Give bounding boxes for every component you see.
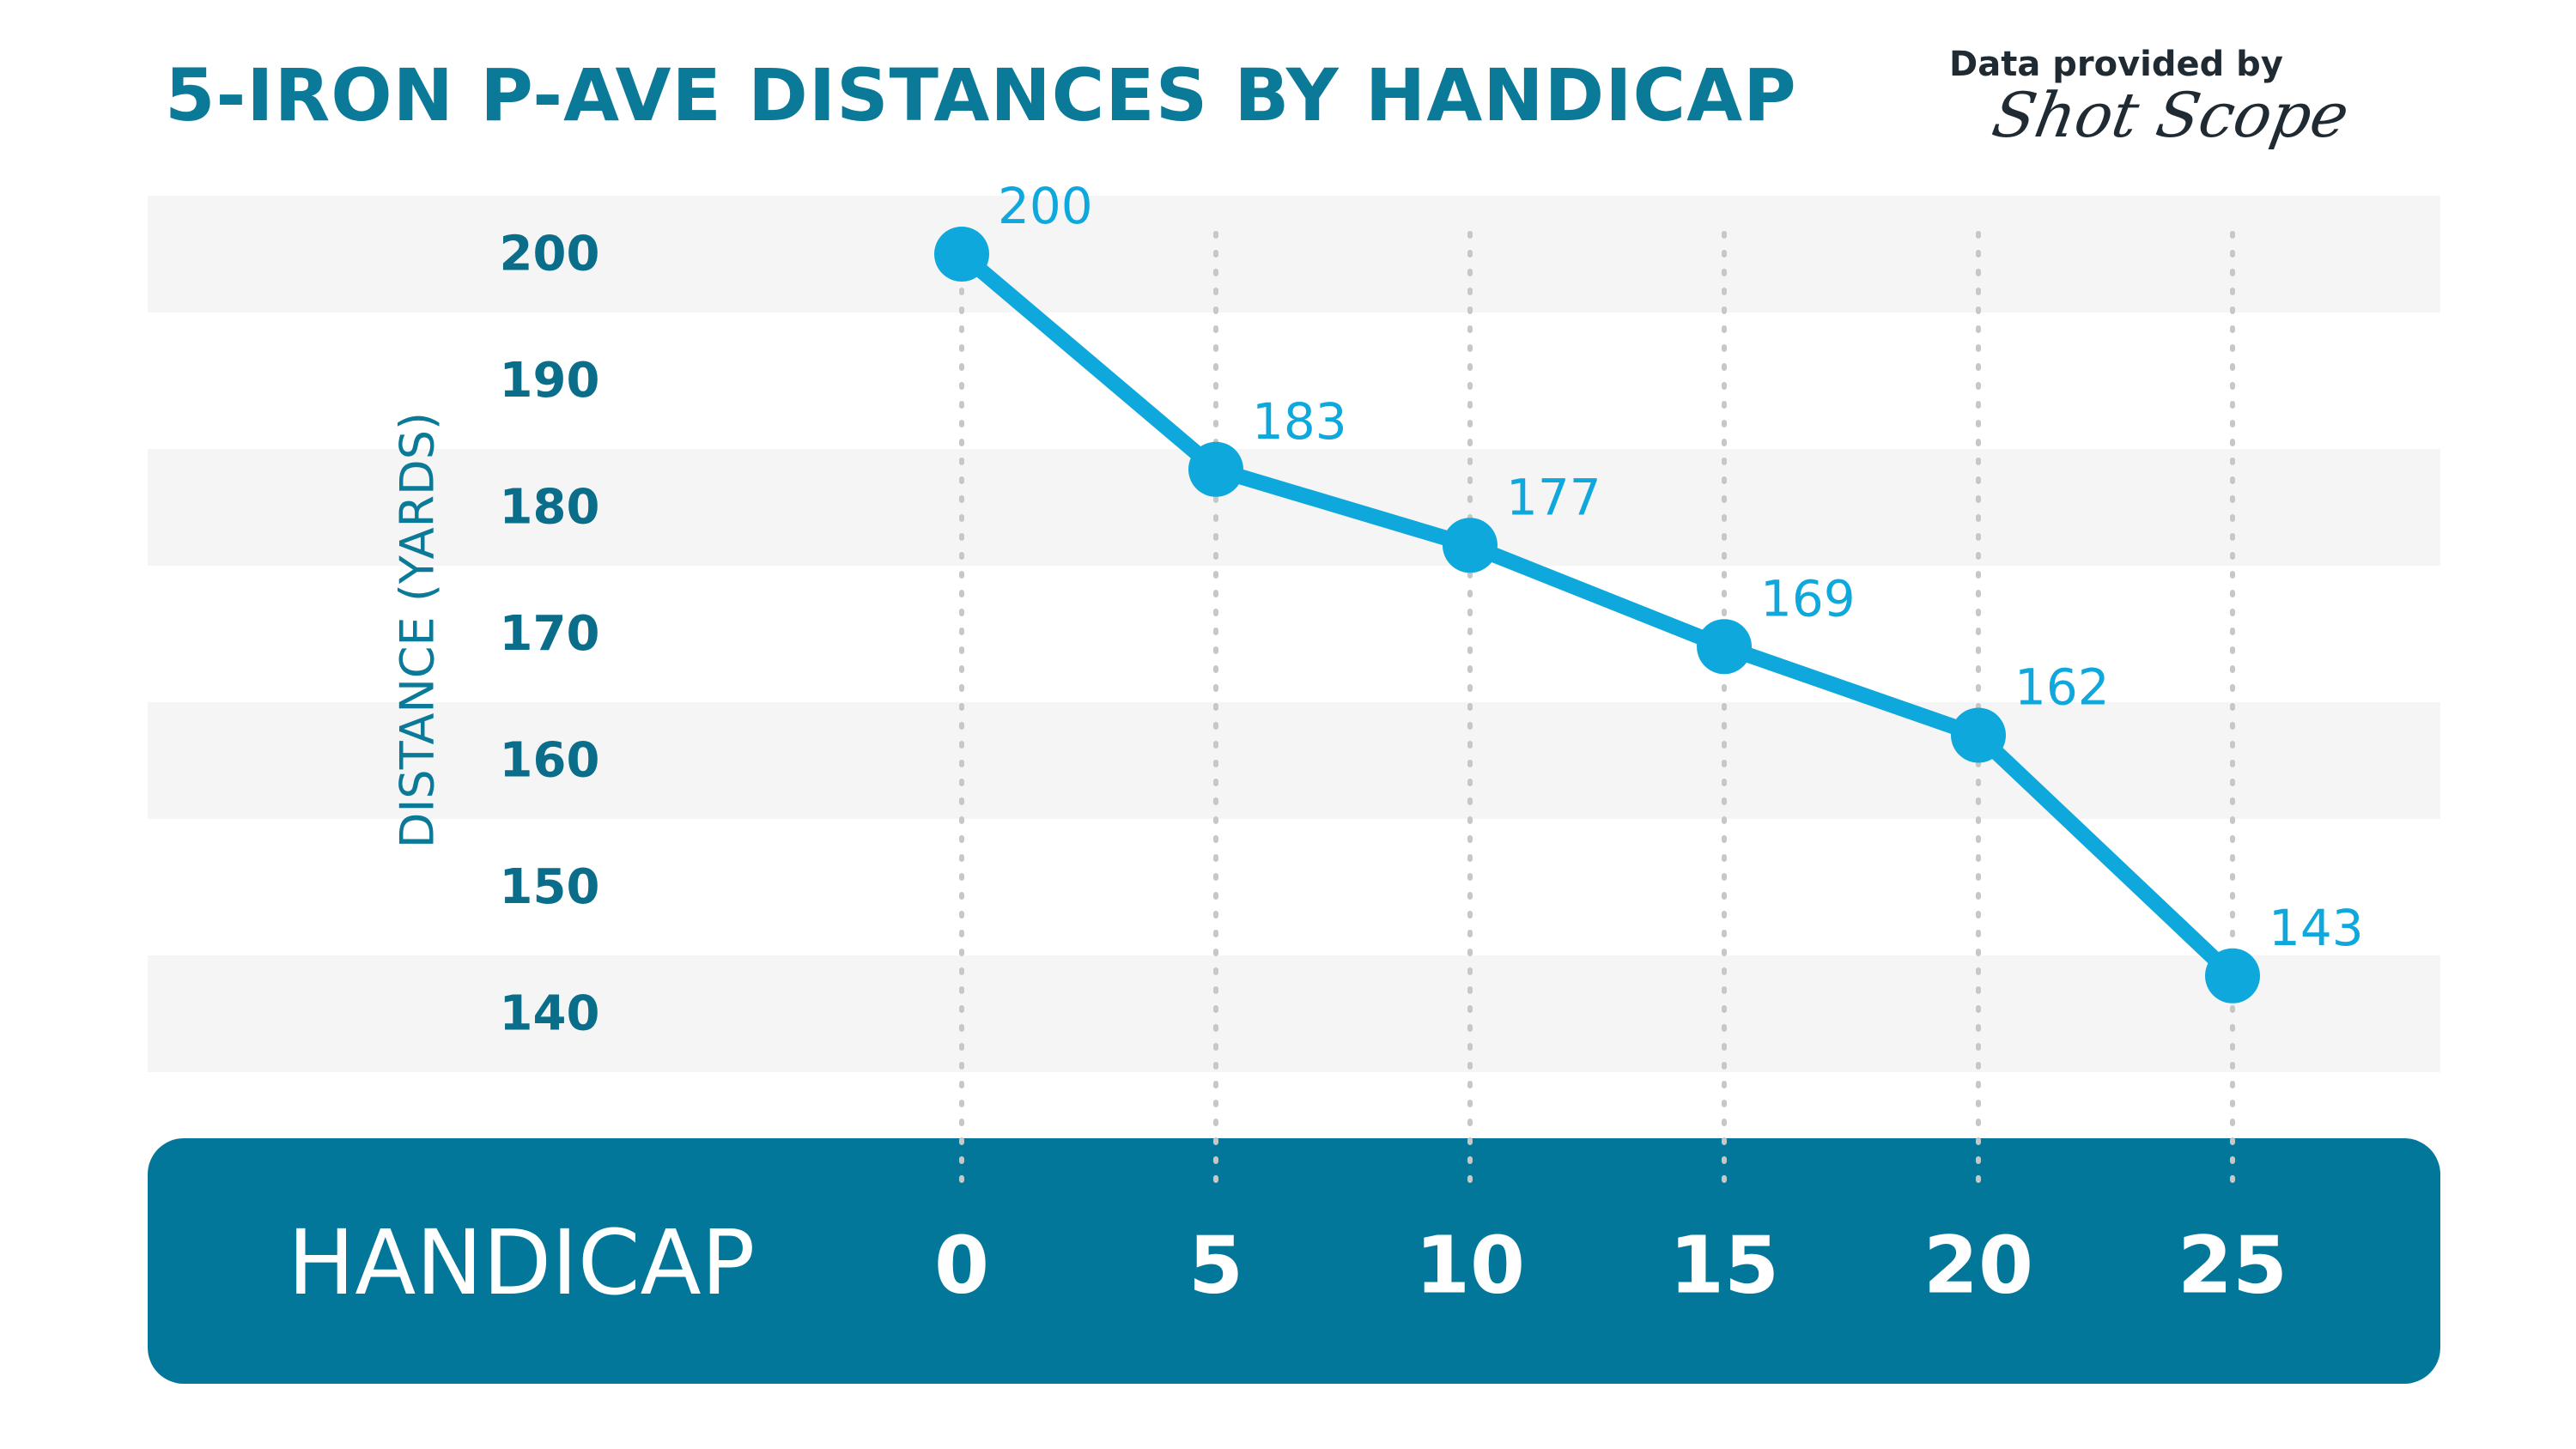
x-axis-label: HANDICAP bbox=[288, 1210, 756, 1315]
x-tick-label: 25 bbox=[2178, 1220, 2287, 1312]
chart-title: 5-IRON P-AVE DISTANCES BY HANDICAP bbox=[165, 53, 1797, 137]
data-label: 183 bbox=[1252, 392, 1347, 451]
y-tick-label: 170 bbox=[500, 606, 600, 662]
x-axis-bar bbox=[148, 1138, 2440, 1384]
data-label: 169 bbox=[1760, 569, 1856, 627]
data-point bbox=[1951, 707, 2006, 763]
y-tick-label: 150 bbox=[500, 859, 600, 915]
y-axis-ticks: 200 190 180 170 160 150 140 bbox=[500, 227, 600, 1042]
data-point bbox=[1188, 441, 1243, 497]
series-line bbox=[954, 246, 2240, 984]
data-point bbox=[1443, 518, 1498, 573]
data-label: 200 bbox=[998, 177, 1093, 235]
x-axis-ticks: 0 5 10 15 20 25 bbox=[934, 1220, 2287, 1312]
data-label: 177 bbox=[1506, 468, 1601, 526]
x-tick-label: 10 bbox=[1415, 1220, 1525, 1312]
background-bands bbox=[148, 196, 2440, 1072]
x-tick-label: 5 bbox=[1188, 1220, 1243, 1312]
grid-band bbox=[148, 955, 2440, 1072]
data-point bbox=[1697, 619, 1752, 675]
y-tick-label: 160 bbox=[500, 733, 600, 789]
y-tick-label: 200 bbox=[500, 227, 600, 282]
y-axis-label: DISTANCE (YARDS) bbox=[391, 412, 445, 848]
data-label: 162 bbox=[2014, 658, 2110, 717]
y-tick-label: 190 bbox=[500, 353, 600, 409]
x-tick-label: 20 bbox=[1923, 1220, 2033, 1312]
x-tick-label: 15 bbox=[1669, 1220, 1779, 1312]
grid-band bbox=[148, 702, 2440, 819]
grid-band bbox=[148, 449, 2440, 566]
data-series: 200 183 177 169 162 143 bbox=[934, 177, 2364, 1003]
x-tick-label: 0 bbox=[934, 1220, 989, 1312]
grid-band bbox=[148, 196, 2440, 312]
y-tick-label: 140 bbox=[500, 986, 600, 1042]
data-label: 143 bbox=[2269, 899, 2364, 957]
data-point bbox=[2205, 948, 2260, 1003]
data-point bbox=[934, 227, 989, 282]
y-tick-label: 180 bbox=[500, 480, 600, 536]
